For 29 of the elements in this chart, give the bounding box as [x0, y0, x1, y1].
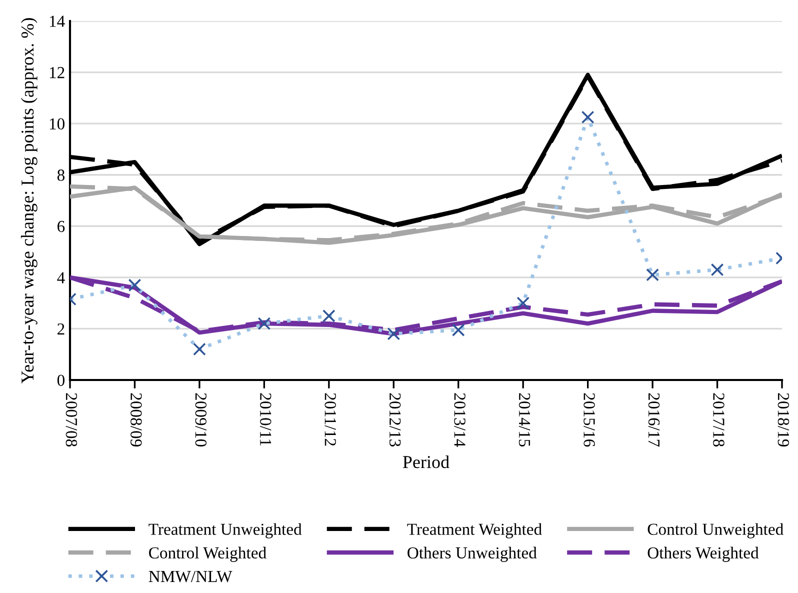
legend-label: NMW/NLW [148, 570, 232, 582]
y-tick-label: 12 [50, 67, 64, 78]
x-tick-label: 2013/14 [454, 393, 466, 447]
y-tick-label: 0 [57, 374, 65, 386]
legend-label: Control Weighted [149, 546, 266, 562]
y-tick-label: 2 [58, 323, 64, 334]
y-tick-label: 14 [50, 16, 65, 27]
x-tick-label: 2016/17 [648, 393, 660, 447]
x-tick-label: 2010/11 [260, 393, 272, 446]
y-tick-label: 4 [57, 272, 65, 284]
legend-label: Treatment Weighted [407, 523, 542, 538]
y-tick-label: 10 [50, 118, 65, 130]
x-tick-label: 2007/08 [66, 393, 78, 446]
legend-label: Others Weighted [648, 546, 759, 562]
x-tick-label: 2017/18 [713, 393, 724, 446]
y-axis-title: Year-to-year wage change: Log points (approx. %) [20, 18, 38, 384]
x-tick-label: 2009/10 [195, 393, 207, 446]
x-axis-title: Period [402, 455, 450, 468]
x-tick-label: 2011/12 [324, 393, 336, 446]
x-tick-label: 2018/19 [778, 393, 790, 446]
legend-label: Control Unweighted [648, 523, 784, 538]
x-tick-label: 2014/15 [518, 393, 530, 446]
legend-label: Treatment Unweighted [148, 523, 302, 538]
x-tick-label: 2012/13 [389, 393, 401, 446]
x-tick-label: 2008/09 [130, 393, 142, 446]
x-tick-label: 2015/16 [584, 393, 595, 447]
legend-label: Others Unweighted [408, 546, 537, 562]
y-tick-label: 6 [58, 220, 65, 232]
y-tick-label: 8 [57, 170, 65, 181]
